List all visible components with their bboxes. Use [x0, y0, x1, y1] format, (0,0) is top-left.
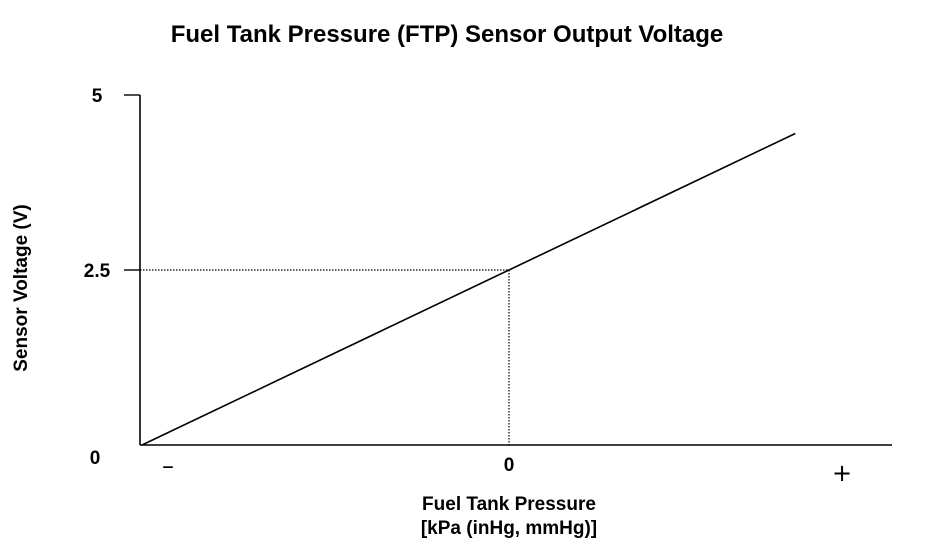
- series: [141, 132, 796, 446]
- chart-title: Fuel Tank Pressure (FTP) Sensor Output V…: [171, 21, 724, 48]
- y-tick-label: 2.5: [84, 261, 111, 282]
- x-tick-label-positive: +: [832, 459, 852, 487]
- y-tick-label: 0: [90, 448, 101, 469]
- series-line-0: [141, 132, 796, 446]
- y-tick-label: 5: [92, 86, 103, 107]
- x-tick-label-zero: 0: [504, 455, 515, 476]
- x-axis-label-line2: [kPa (inHg, mmHg)]: [421, 518, 597, 539]
- x-axis-label-line1: Fuel Tank Pressure: [422, 494, 596, 515]
- reference-lines: [140, 269, 510, 445]
- y-axis-label: Sensor Voltage (V): [11, 204, 32, 372]
- tick-labels: 0 2.5 5 – 0 +: [84, 86, 852, 487]
- x-tick-label-negative: –: [162, 452, 174, 480]
